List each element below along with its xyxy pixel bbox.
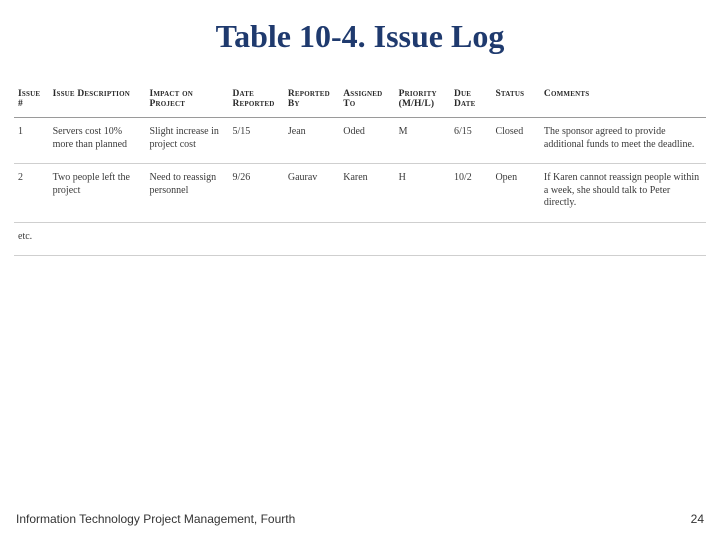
footer-page-number: 24 xyxy=(691,512,704,526)
table-cell: Closed xyxy=(491,118,539,164)
table-cell: The sponsor agreed to provide additional… xyxy=(540,118,706,164)
table-cell: 9/26 xyxy=(229,164,284,223)
table-column-header: Status xyxy=(491,83,539,118)
table-cell xyxy=(284,222,339,256)
table-cell: Servers cost 10% more than planned xyxy=(49,118,146,164)
table-cell: Gaurav xyxy=(284,164,339,223)
table-row: 2Two people left the projectNeed to reas… xyxy=(14,164,706,223)
table-cell: 1 xyxy=(14,118,49,164)
table-cell xyxy=(450,222,492,256)
table-column-header: Reported By xyxy=(284,83,339,118)
table-column-header: Issue Description xyxy=(49,83,146,118)
table-cell xyxy=(49,222,146,256)
table-row: 1Servers cost 10% more than plannedSligh… xyxy=(14,118,706,164)
table-column-header: Due Date xyxy=(450,83,492,118)
table-column-header: Impact on Project xyxy=(145,83,228,118)
table-cell: Karen xyxy=(339,164,394,223)
table-body: 1Servers cost 10% more than plannedSligh… xyxy=(14,118,706,256)
table-cell xyxy=(145,222,228,256)
issue-log-table: Issue #Issue DescriptionImpact on Projec… xyxy=(14,83,706,256)
table-row: etc. xyxy=(14,222,706,256)
table-cell xyxy=(540,222,706,256)
table-cell: Slight increase in project cost xyxy=(145,118,228,164)
table-cell xyxy=(491,222,539,256)
table-cell: 6/15 xyxy=(450,118,492,164)
table-cell: If Karen cannot reassign people within a… xyxy=(540,164,706,223)
footer-source: Information Technology Project Managemen… xyxy=(16,512,295,526)
issue-log-table-wrap: Issue #Issue DescriptionImpact on Projec… xyxy=(14,83,706,256)
slide-title: Table 10-4. Issue Log xyxy=(0,0,720,55)
table-cell: 5/15 xyxy=(229,118,284,164)
table-head: Issue #Issue DescriptionImpact on Projec… xyxy=(14,83,706,118)
table-column-header: Assigned To xyxy=(339,83,394,118)
table-cell xyxy=(339,222,394,256)
table-column-header: Priority (M/H/L) xyxy=(395,83,450,118)
table-column-header: Date Reported xyxy=(229,83,284,118)
table-cell xyxy=(395,222,450,256)
table-cell: Two people left the project xyxy=(49,164,146,223)
table-column-header: Issue # xyxy=(14,83,49,118)
slide: Table 10-4. Issue Log Issue #Issue Descr… xyxy=(0,0,720,540)
table-cell: etc. xyxy=(14,222,49,256)
table-column-header: Comments xyxy=(540,83,706,118)
table-cell: 10/2 xyxy=(450,164,492,223)
table-cell xyxy=(229,222,284,256)
table-cell: M xyxy=(395,118,450,164)
table-cell: Need to reassign personnel xyxy=(145,164,228,223)
table-cell: Open xyxy=(491,164,539,223)
table-cell: Jean xyxy=(284,118,339,164)
table-header-row: Issue #Issue DescriptionImpact on Projec… xyxy=(14,83,706,118)
table-cell: H xyxy=(395,164,450,223)
table-cell: 2 xyxy=(14,164,49,223)
table-cell: Oded xyxy=(339,118,394,164)
